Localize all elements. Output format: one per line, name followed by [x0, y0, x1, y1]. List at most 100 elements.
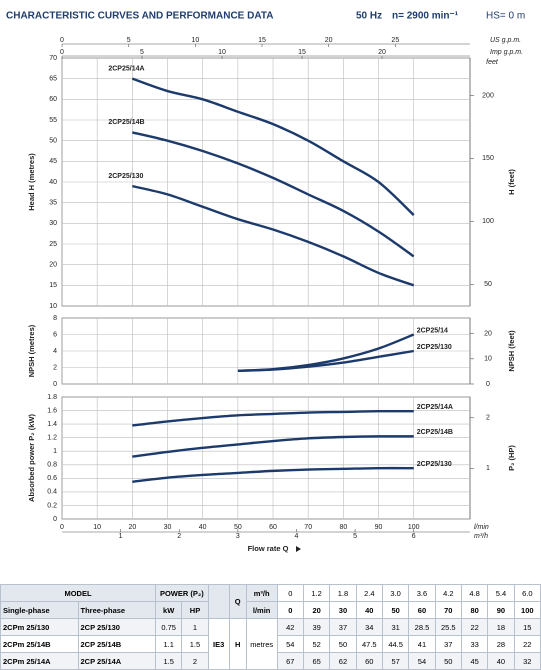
y2-tick-label: 200: [482, 92, 494, 99]
table-cell: H: [228, 618, 247, 670]
top-tick-label: 15: [258, 37, 266, 44]
table-cell: 37: [434, 635, 462, 653]
table-cell: m³/h: [245, 584, 278, 602]
y2-tick-label: 10: [484, 356, 492, 363]
y-tick-label: 0.6: [47, 475, 57, 482]
table-cell: 50: [329, 635, 357, 653]
top-tick-label: 20: [378, 49, 386, 56]
y-tick-label: 0: [53, 381, 57, 388]
x2-tick-label: 2: [177, 533, 181, 540]
table-cell: 20: [302, 601, 331, 619]
table-cell: 3.6: [408, 584, 436, 602]
table-cell: 60: [408, 601, 436, 619]
top-axis-unit: Imp g.p.m.: [490, 49, 523, 56]
y2-axis-title: H (feet): [507, 169, 516, 195]
table-cell: [207, 584, 230, 619]
curve: [131, 77, 415, 216]
x-tick-label: 70: [304, 524, 312, 531]
table-cell: 100: [513, 601, 541, 619]
x-tick-label: 30: [164, 524, 172, 531]
table-cell: Three-phase: [77, 601, 156, 619]
y-axis-title: Head H (metres): [27, 153, 36, 211]
table-cell: MODEL: [0, 584, 156, 602]
table-cell: 0: [276, 584, 304, 602]
y-tick-label: 1.4: [47, 421, 57, 428]
x-axis-title: Flow rate Q: [248, 544, 289, 553]
y-tick-label: 70: [49, 55, 57, 62]
y-axis-title: NPSH (metres): [27, 324, 36, 377]
x-unit: l/min: [474, 524, 489, 531]
x2-unit: m³/h: [474, 533, 488, 540]
table-cell: 5.4: [487, 584, 515, 602]
y-tick-label: 6: [53, 331, 57, 338]
table-cell: 2CP 25/130: [77, 618, 156, 636]
table-cell: 37: [329, 618, 357, 636]
y-tick-label: 15: [49, 282, 57, 289]
table-cell: 34: [355, 618, 383, 636]
table-cell: 52: [302, 635, 331, 653]
y-tick-label: 8: [53, 315, 57, 322]
top-tick-label: 15: [298, 49, 306, 56]
x2-tick-label: 4: [295, 533, 299, 540]
y-axis-title: Absorbed power P₂ (kW): [27, 414, 36, 502]
table-cell: 50: [434, 652, 462, 670]
table-cell: 2CPm 25/14B: [0, 635, 79, 653]
top-tick-label: 25: [391, 37, 399, 44]
table-cell: Q: [228, 584, 247, 619]
y-tick-label: 55: [49, 117, 57, 124]
table-cell: 42: [276, 618, 304, 636]
y2-axis-title: P₂ (HP): [507, 445, 516, 471]
y-tick-label: 45: [49, 158, 57, 165]
y2-tick-label: 2: [486, 415, 490, 422]
curve: [132, 131, 415, 258]
top-tick-label: 0: [60, 49, 64, 56]
top-tick-label: 5: [127, 37, 131, 44]
table-cell: 47.5: [355, 635, 383, 653]
top-tick-label: 20: [325, 37, 333, 44]
x2-tick-label: 6: [412, 533, 416, 540]
table-cell: 32: [513, 652, 541, 670]
y-tick-label: 0.8: [47, 462, 57, 469]
table-cell: 1: [181, 618, 209, 636]
table-cell: POWER (P₂): [155, 584, 209, 602]
table-cell: 39: [302, 618, 331, 636]
curve: [132, 435, 414, 458]
y2-axis-title: NPSH (feet): [507, 330, 516, 372]
y2-unit: feet: [486, 59, 499, 66]
y-tick-label: 50: [49, 138, 57, 145]
x-tick-label: 20: [128, 524, 136, 531]
table-cell: 44.5: [381, 635, 410, 653]
y-tick-label: 30: [49, 220, 57, 227]
table-cell: IE3: [207, 618, 230, 670]
table-cell: 50: [381, 601, 410, 619]
table-cell: 80: [460, 601, 489, 619]
table-cell: 6.0: [513, 584, 541, 602]
table-cell: l/min: [245, 601, 278, 619]
table-cell: 1.8: [329, 584, 357, 602]
table-cell: 62: [329, 652, 357, 670]
x2-tick-label: 5: [353, 533, 357, 540]
arrow: [296, 546, 301, 552]
x-tick-label: 40: [199, 524, 207, 531]
table-cell: 40: [487, 652, 515, 670]
x-tick-label: 10: [93, 524, 101, 531]
table-cell: 57: [381, 652, 410, 670]
y-tick-label: 35: [49, 200, 57, 207]
table-cell: 45: [460, 652, 489, 670]
table-cell: 1.5: [181, 635, 209, 653]
table-cell: 2CPm 25/130: [0, 618, 79, 636]
curve-label: 2CP25/14B: [417, 429, 453, 436]
top-tick-label: 10: [191, 37, 199, 44]
table-cell: Single-phase: [0, 601, 79, 619]
table-cell: kW: [154, 601, 183, 619]
top-tick-label: 0: [60, 37, 64, 44]
curve-label: 2CP25/130: [417, 344, 452, 351]
table-cell: 18: [487, 618, 515, 636]
x2-tick-label: 3: [236, 533, 240, 540]
table-cell: 2.4: [355, 584, 383, 602]
x-tick-label: 50: [234, 524, 242, 531]
